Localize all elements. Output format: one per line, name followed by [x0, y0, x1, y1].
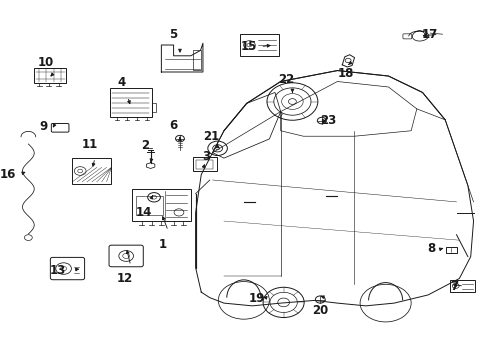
Text: 23: 23 — [320, 114, 336, 127]
Text: 4: 4 — [117, 76, 125, 89]
Bar — [72, 158, 111, 184]
Text: 18: 18 — [337, 67, 353, 80]
Text: 20: 20 — [311, 304, 328, 317]
Text: 13: 13 — [49, 264, 66, 276]
Text: 8: 8 — [427, 242, 435, 255]
Text: 11: 11 — [81, 138, 98, 150]
Bar — [110, 88, 151, 117]
Text: 15: 15 — [240, 40, 256, 53]
Bar — [193, 157, 216, 171]
Text: 16: 16 — [0, 168, 16, 181]
Text: 1: 1 — [158, 238, 166, 251]
Text: 12: 12 — [116, 273, 133, 285]
Bar — [449, 280, 474, 292]
Text: 22: 22 — [277, 73, 294, 86]
Text: 5: 5 — [169, 28, 177, 41]
Text: 17: 17 — [420, 28, 437, 41]
Bar — [445, 247, 456, 253]
Bar — [132, 189, 190, 221]
Bar — [34, 68, 66, 83]
Text: 14: 14 — [136, 206, 152, 219]
Bar — [195, 160, 213, 169]
Bar — [136, 196, 163, 215]
Text: 7: 7 — [450, 280, 458, 293]
Text: 6: 6 — [169, 119, 177, 132]
Text: 3: 3 — [202, 150, 210, 163]
Text: 19: 19 — [248, 292, 264, 305]
Bar — [151, 103, 156, 112]
Text: 21: 21 — [203, 130, 219, 143]
Text: 2: 2 — [141, 139, 149, 152]
Text: 9: 9 — [39, 120, 47, 132]
Bar — [239, 34, 278, 56]
Text: 10: 10 — [37, 57, 54, 69]
Bar — [193, 50, 201, 70]
